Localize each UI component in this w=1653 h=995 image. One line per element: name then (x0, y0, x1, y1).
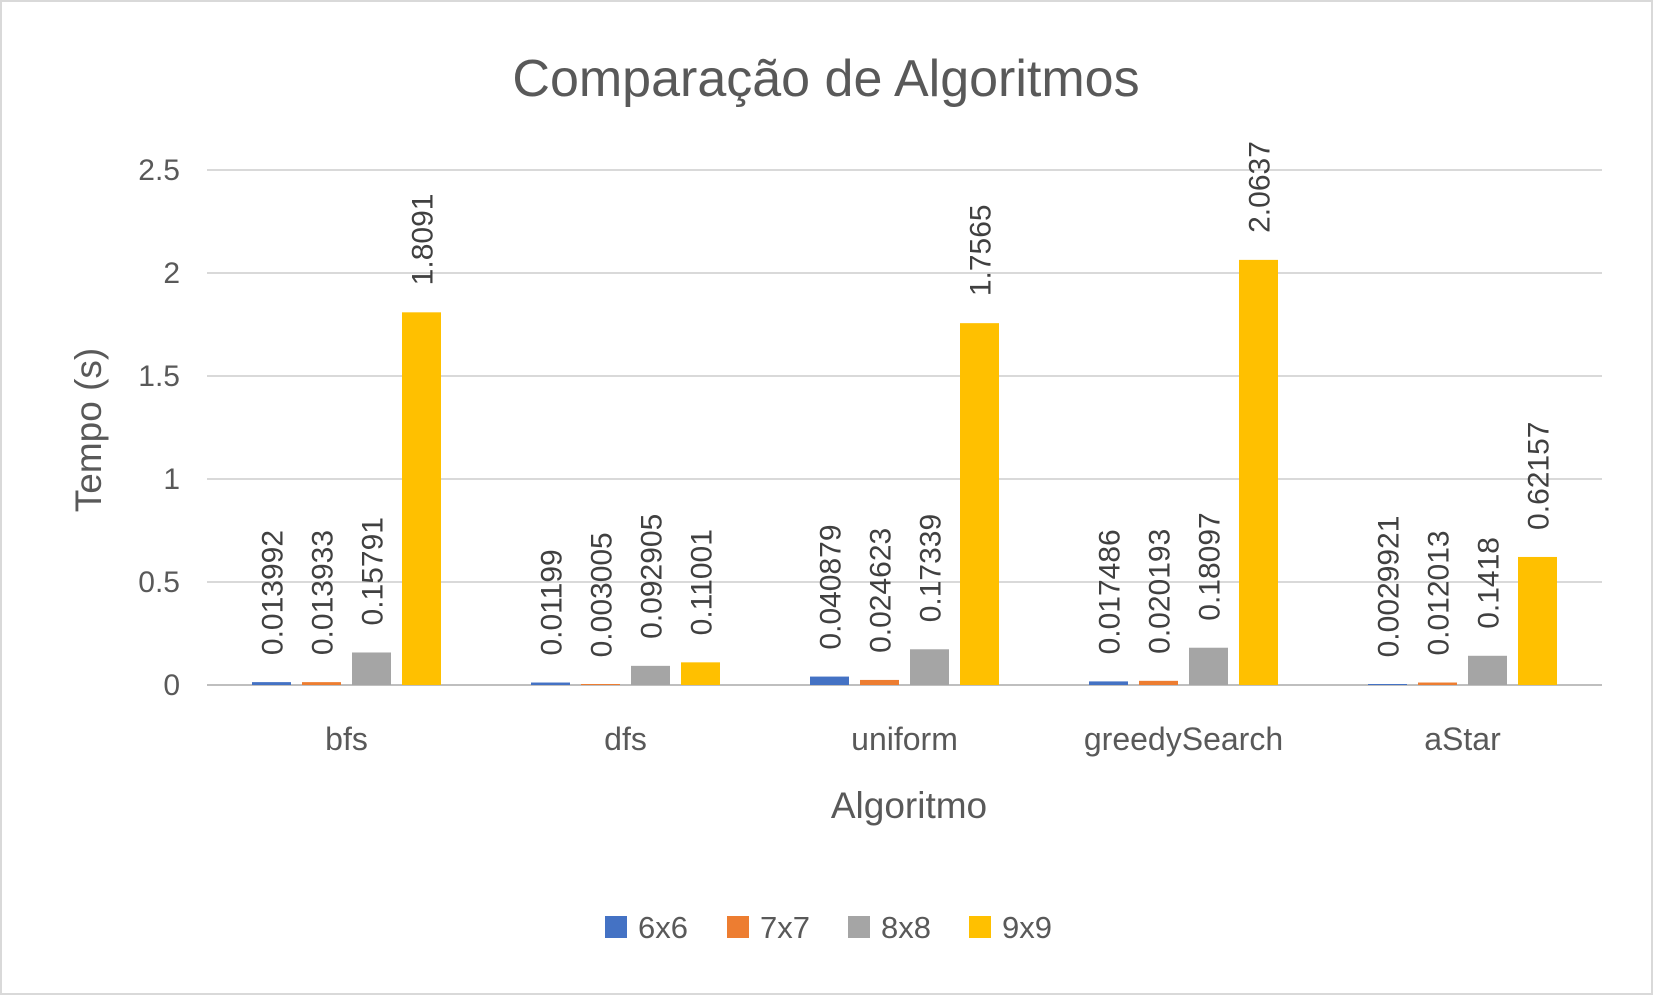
legend-label: 8x8 (881, 910, 931, 945)
data-label: 0.013933 (307, 530, 340, 655)
bar-6x6 (252, 682, 291, 685)
data-label: 0.17339 (915, 514, 948, 622)
bar-9x9 (960, 323, 999, 685)
bar-9x9 (1518, 556, 1557, 685)
data-label: 1.8091 (407, 194, 440, 286)
data-labels: 0.013992 0.013933 0.15791 1.8091 0.01199 0.00… (257, 141, 1556, 657)
bar-7x7 (302, 682, 341, 685)
x-category-label: bfs (325, 721, 368, 757)
data-label: 0.020193 (1144, 529, 1177, 654)
data-label: 0.040879 (815, 524, 848, 649)
data-label: 0.024623 (865, 528, 898, 653)
data-label: 1.7565 (965, 204, 998, 296)
data-label: 0.092905 (636, 514, 669, 639)
y-tick-label: 1.5 (138, 360, 180, 393)
legend-label: 6x6 (638, 910, 688, 945)
bar-8x8 (631, 665, 670, 685)
bars (252, 259, 1557, 685)
legend-swatch-9x9 (969, 916, 991, 938)
bar-7x7 (860, 679, 899, 685)
legend-swatch-6x6 (605, 916, 627, 938)
data-label: 0.18097 (1194, 512, 1227, 620)
y-axis-title: Tempo (s) (68, 348, 109, 512)
x-axis-title: Algoritmo (831, 785, 987, 826)
data-label: 0.003005 (586, 532, 619, 657)
bar-6x6 (531, 682, 570, 685)
x-category-label: greedySearch (1084, 721, 1283, 757)
x-axis-categories: bfs dfs uniform greedySearch aStar (325, 721, 1501, 757)
bar-8x8 (1189, 647, 1228, 685)
y-tick-label: 0.5 (138, 566, 180, 599)
legend-swatch-7x7 (727, 916, 749, 938)
data-label: 2.0637 (1244, 141, 1277, 233)
legend-label: 7x7 (760, 910, 810, 945)
legend-swatch-8x8 (848, 916, 870, 938)
bar-7x7 (1139, 680, 1178, 685)
y-tick-label: 2 (163, 257, 180, 290)
chart-title: Comparação de Algoritmos (512, 50, 1139, 108)
bar-8x8 (352, 652, 391, 685)
bar-7x7 (1418, 682, 1457, 685)
bar-7x7 (581, 684, 620, 685)
bar-6x6 (1368, 684, 1407, 685)
bar-9x9 (402, 312, 441, 685)
bar-6x6 (1089, 681, 1128, 685)
data-label: 0.013992 (257, 530, 290, 655)
legend-label: 9x9 (1002, 910, 1052, 945)
data-label: 0.1418 (1473, 537, 1506, 629)
x-category-label: aStar (1424, 721, 1501, 757)
data-label: 0.01199 (536, 549, 569, 655)
bar-9x9 (681, 662, 720, 685)
y-tick-label: 0 (163, 669, 180, 702)
x-category-label: uniform (851, 721, 958, 757)
y-tick-label: 2.5 (138, 154, 180, 187)
data-label: 0.012013 (1423, 530, 1456, 655)
data-label: 0.11001 (686, 529, 719, 635)
bar-8x8 (910, 649, 949, 685)
data-label: 0.15791 (357, 517, 390, 625)
y-axis-ticks: 0 0.5 1 1.5 2 2.5 (138, 154, 180, 702)
bar-8x8 (1468, 655, 1507, 685)
data-label: 0.017486 (1094, 529, 1127, 654)
x-category-label: dfs (604, 721, 647, 757)
legend: 6x6 7x7 8x8 9x9 (605, 910, 1052, 945)
bar-9x9 (1239, 259, 1278, 685)
y-tick-label: 1 (163, 463, 180, 496)
bar-6x6 (810, 676, 849, 685)
data-label: 0.0029921 (1373, 516, 1406, 658)
data-label: 0.62157 (1523, 422, 1556, 530)
